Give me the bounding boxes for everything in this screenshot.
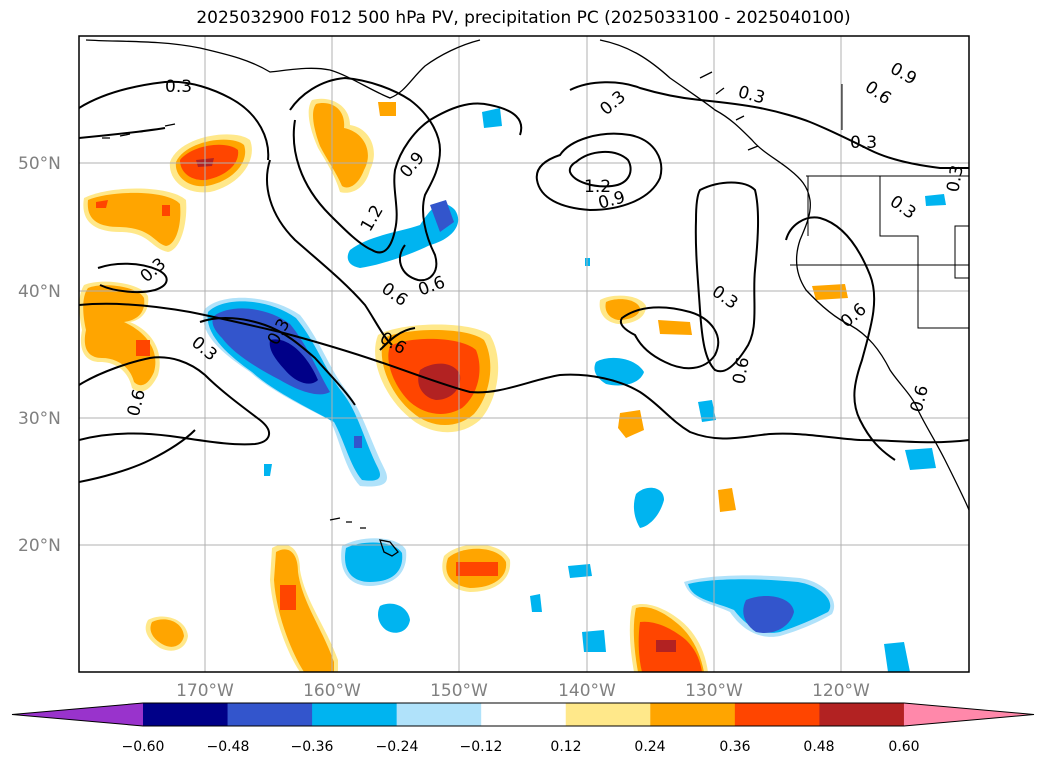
lat-label-50n: 50°N	[18, 154, 61, 174]
contour-label: 1.2	[584, 177, 611, 197]
precip-positive-areas	[79, 98, 848, 672]
lat-label-40n: 40°N	[18, 282, 61, 302]
colorbar-tick-label: −0.24	[376, 739, 419, 755]
colorbar-segment	[481, 703, 567, 726]
lat-label-30n: 30°N	[18, 409, 61, 429]
colorbar-extension-high	[903, 703, 1034, 726]
lon-label-170w: 170°W	[176, 681, 234, 701]
map-title: 2025032900 F012 500 hPa PV, precipitatio…	[196, 8, 851, 28]
lon-label-150w: 150°W	[430, 681, 488, 701]
lon-label-120w: 120°W	[812, 681, 870, 701]
contour-label: 0.3	[943, 164, 967, 194]
colorbar-segment	[734, 703, 820, 726]
colorbar-tick-label: 0.60	[888, 739, 919, 755]
contour-label: 0.6	[729, 356, 753, 386]
latitude-labels: 50°N 40°N 30°N 20°N	[18, 154, 61, 556]
graticule	[79, 36, 969, 672]
colorbar-tick-label: 0.24	[634, 739, 665, 755]
colorbar-segment	[227, 703, 313, 726]
lon-label-130w: 130°W	[685, 681, 743, 701]
colorbar-segment	[312, 703, 398, 726]
colorbar-tick-label: 0.48	[803, 739, 834, 755]
colorbar-segment	[650, 703, 736, 726]
colorbar-segment	[565, 703, 651, 726]
colorbar-segment	[396, 703, 482, 726]
precip-negative-areas	[203, 108, 946, 672]
colorbar-tick-label: 0.12	[550, 739, 581, 755]
coastlines	[85, 39, 969, 557]
colorbar-tick-label: −0.36	[291, 739, 334, 755]
colorbar-tick-labels: −0.60 −0.48 −0.36 −0.24 −0.12 0.12 0.24 …	[122, 739, 920, 755]
contour-label: 0.3	[165, 77, 192, 97]
colorbar-tick-label: −0.60	[122, 739, 165, 755]
colorbar-segment	[819, 703, 905, 726]
colorbar	[11, 702, 1035, 727]
colorbar-segment	[143, 703, 229, 726]
colorbar-extension-low	[12, 703, 143, 726]
plot-frame	[78, 35, 970, 673]
pv-contours	[79, 76, 969, 483]
colorbar-tick-label: −0.12	[460, 739, 503, 755]
colorbar-outline	[11, 702, 1035, 727]
contour-label: 0.3	[850, 133, 877, 153]
lon-label-140w: 140°W	[558, 681, 616, 701]
lon-label-160w: 160°W	[303, 681, 361, 701]
longitude-labels: 170°W 160°W 150°W 140°W 130°W 120°W	[176, 681, 870, 701]
lat-label-20n: 20°N	[18, 536, 61, 556]
borders	[790, 84, 969, 329]
colorbar-tick-label: −0.48	[207, 739, 250, 755]
colorbar-tick-label: 0.36	[719, 739, 750, 755]
